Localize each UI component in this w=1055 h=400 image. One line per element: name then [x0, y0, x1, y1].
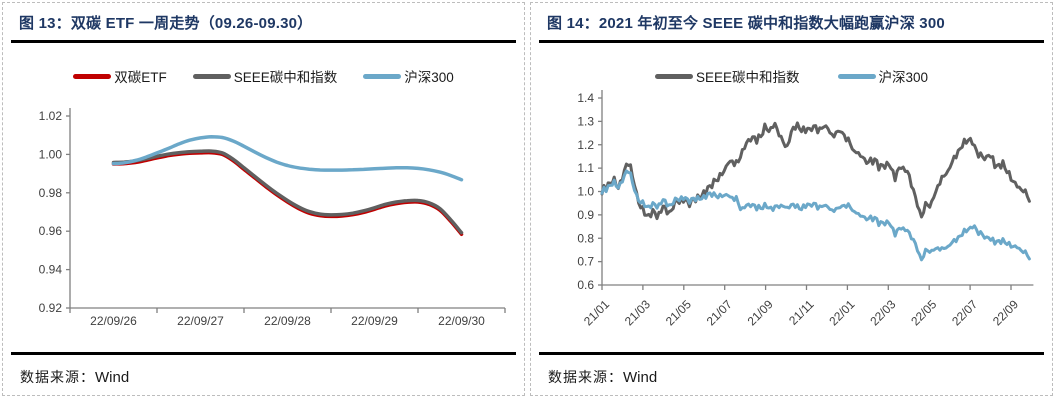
- figure13-source-rule: [11, 352, 516, 355]
- y-tick-label: 1.4: [577, 91, 594, 105]
- y-tick-label: 1.1: [577, 161, 594, 175]
- figure14-chart: 1.4 1.3 1.2 1.1 1.0 0.9 0.8 0.7 0.6 21/01 21/03 21/…: [577, 90, 1034, 328]
- y-tick-label: 0.8: [577, 231, 594, 245]
- legend-label: 沪深300: [404, 70, 454, 85]
- legend-item: SEEE碳中和指数: [654, 66, 800, 86]
- x-tick-label: 22/01: [826, 297, 857, 328]
- y-tick-label: 1.0: [577, 185, 594, 199]
- series-line-SEEE碳中和指数: [111, 149, 464, 235]
- x-tick-label: 22/09/27: [177, 314, 224, 328]
- legend-label: SEEE碳中和指数: [233, 70, 338, 85]
- x-tick-label: 22/09/29: [351, 314, 398, 328]
- figure14-source: 数据来源：Wind: [548, 367, 657, 387]
- legend-label: SEEE碳中和指数: [695, 70, 800, 85]
- x-tick-label: 21/11: [786, 297, 817, 328]
- figure14-legend: SEEE碳中和指数 沪深300: [531, 66, 1052, 86]
- figure13-panel: 图 13：双碳 ETF 一周走势（09.26-09.30） 双碳ETF SEEE碳…: [2, 2, 525, 396]
- source-value: Wind: [623, 369, 658, 386]
- series-line-沪深300: [111, 134, 464, 182]
- legend-item: 沪深300: [363, 66, 454, 86]
- figure13-title: 图 13：双碳 ETF 一周走势（09.26-09.30）: [19, 15, 313, 32]
- series-line-沪深300: [600, 169, 1031, 262]
- y-tick-label: 0.98: [39, 186, 63, 200]
- legend-line-swatch: [192, 73, 231, 79]
- x-tick-label: 22/09/30: [438, 314, 485, 328]
- source-label: 数据来源：: [548, 371, 623, 386]
- y-tick-label: 1.02: [39, 109, 63, 123]
- x-tick-label: 21/05: [663, 297, 694, 328]
- figure14-title-rule: [539, 40, 1044, 43]
- legend-item: 双碳ETF: [73, 66, 167, 86]
- y-tick-label: 1.00: [39, 147, 63, 161]
- x-tick-label: 22/03: [867, 297, 898, 328]
- legend-item: 沪深300: [837, 66, 929, 86]
- series-line-SEEE碳中和指数: [600, 121, 1031, 221]
- source-label: 数据来源：: [20, 371, 95, 386]
- y-tick-label: 0.7: [577, 255, 594, 269]
- figure13-title-rule: [11, 40, 516, 43]
- legend-label: 双碳ETF: [114, 70, 167, 85]
- x-tick-label: 22/09/26: [90, 314, 137, 328]
- legend-line-swatch: [73, 73, 112, 79]
- source-value: Wind: [95, 369, 130, 386]
- x-tick-label: 22/07: [949, 297, 980, 328]
- figure14-source-rule: [539, 352, 1044, 355]
- x-tick-label: 21/07: [704, 297, 735, 328]
- y-tick-label: 0.92: [39, 301, 63, 315]
- figure13-chart: 1.02 1.00 0.98 0.96 0.94 0.92 22/09/26 22/09/27…: [39, 108, 506, 328]
- y-tick-label: 0.6: [577, 278, 594, 292]
- x-tick-label: 22/05: [908, 297, 939, 328]
- figure14-panel: 图 14：2021 年初至今 SEEE 碳中和指数大幅跑赢沪深 300 SEEE…: [530, 2, 1053, 396]
- x-tick-label: 22/09/28: [264, 314, 311, 328]
- x-tick-label: 21/09: [745, 297, 776, 328]
- legend-item: SEEE碳中和指数: [192, 66, 338, 86]
- x-tick-label: 21/03: [622, 297, 653, 328]
- legend-label: 沪深300: [878, 70, 929, 85]
- y-tick-label: 0.9: [577, 208, 594, 222]
- y-tick-label: 0.96: [39, 224, 63, 238]
- y-tick-label: 1.3: [577, 114, 594, 128]
- legend-line-swatch: [363, 73, 402, 79]
- figure13-source: 数据来源：Wind: [20, 367, 129, 387]
- legend-line-swatch: [837, 73, 876, 79]
- legend-line-swatch: [654, 73, 693, 79]
- y-tick-label: 0.94: [39, 263, 63, 277]
- y-tick-label: 1.2: [577, 138, 594, 152]
- figure13-legend: 双碳ETF SEEE碳中和指数 沪深300: [3, 66, 524, 86]
- x-tick-label: 21/01: [581, 297, 612, 328]
- figure14-title: 图 14：2021 年初至今 SEEE 碳中和指数大幅跑赢沪深 300: [547, 15, 945, 32]
- x-tick-label: 22/09: [990, 297, 1021, 328]
